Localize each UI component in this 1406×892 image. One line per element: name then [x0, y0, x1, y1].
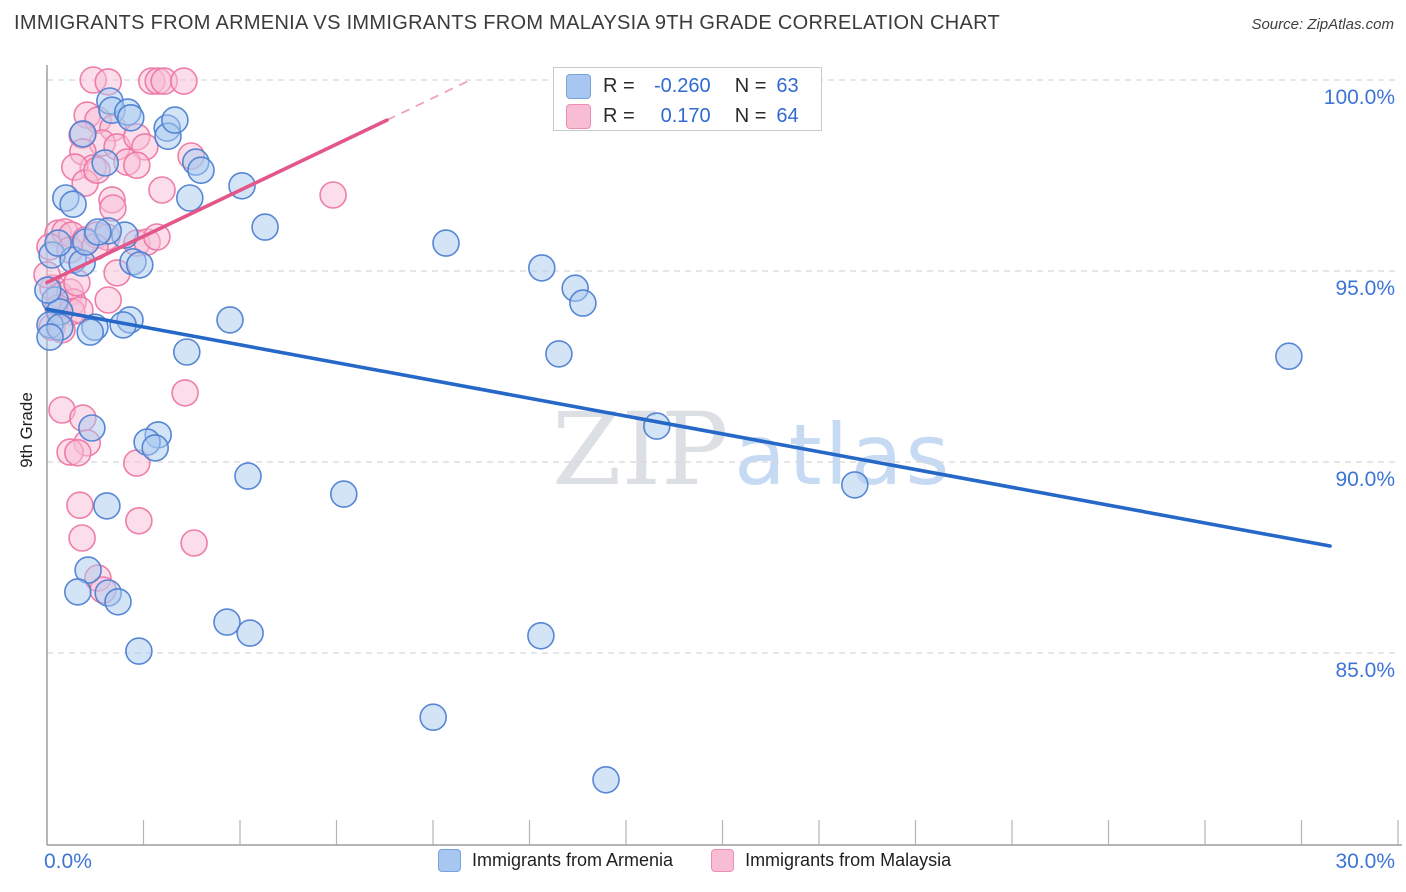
y-tick-95: 95.0% [1335, 277, 1395, 300]
bottom-legend: Immigrants from Armenia Immigrants from … [438, 849, 951, 872]
source-label: Source: ZipAtlas.com [1251, 16, 1394, 33]
data-point [104, 587, 132, 616]
data-point [126, 251, 154, 279]
data-point [143, 223, 171, 251]
data-point [236, 619, 264, 647]
data-point [569, 289, 597, 317]
x-tick-max: 30.0% [1335, 850, 1395, 873]
data-point [44, 229, 72, 257]
data-point [99, 194, 127, 222]
data-point [93, 492, 121, 520]
data-point [234, 462, 262, 490]
data-point [592, 765, 620, 794]
data-point [84, 218, 112, 246]
data-point [36, 323, 64, 351]
malaysia-swatch [711, 849, 735, 872]
armenia-swatch [438, 849, 461, 872]
malaysia-swatch [566, 104, 591, 129]
data-point [642, 412, 671, 440]
data-point [161, 106, 189, 134]
data-point [527, 254, 556, 282]
data-point [123, 151, 151, 179]
data-point [141, 434, 169, 462]
data-point [1275, 342, 1303, 371]
data-point [68, 524, 96, 552]
data-point [216, 306, 244, 334]
y-tick-85: 85.0% [1335, 659, 1395, 682]
trend-line [45, 118, 389, 285]
data-point [180, 529, 208, 557]
data-point [251, 213, 279, 241]
data-point [527, 621, 555, 650]
data-point [69, 120, 97, 148]
chart-title: IMMIGRANTS FROM ARMENIA VS IMMIGRANTS FR… [14, 12, 1001, 34]
data-point [213, 608, 241, 636]
y-axis-title: 9th Grade [17, 392, 36, 468]
data-point [91, 149, 119, 177]
data-point [64, 578, 92, 606]
armenia-swatch [566, 74, 591, 99]
y-tick-100: 100.0% [1323, 86, 1395, 109]
data-point [187, 156, 215, 184]
correlation-legend: R = -0.260 N = 63 R = 0.170 N = 64 [553, 67, 822, 131]
n-value-armenia: 63 [776, 75, 799, 97]
data-point [545, 340, 573, 368]
legend-row-armenia: R = -0.260 N = 63 [566, 73, 821, 100]
data-point [329, 480, 358, 508]
data-point [34, 276, 62, 304]
trend-line [45, 307, 1332, 548]
trend-line-extension [386, 79, 471, 121]
x-tick-min: 0.0% [44, 850, 92, 873]
data-point [176, 184, 204, 212]
r-value-malaysia: 0.170 [660, 105, 711, 127]
r-label: R = [603, 105, 635, 127]
data-point [117, 104, 145, 132]
r-label: R = [603, 75, 635, 97]
data-point [94, 286, 122, 314]
data-point [171, 379, 199, 407]
data-point [59, 190, 87, 218]
data-point [840, 471, 869, 499]
legend-row-malaysia: R = 0.170 N = 64 [566, 103, 821, 130]
data-point [319, 181, 347, 209]
data-point [66, 491, 94, 520]
data-point [78, 414, 106, 442]
data-point [76, 318, 104, 346]
y-tick-90: 90.0% [1335, 468, 1395, 491]
data-point [419, 703, 448, 732]
n-label: N = [734, 105, 767, 127]
n-label: N = [734, 75, 767, 97]
n-value-malaysia: 64 [776, 105, 799, 127]
data-point [170, 67, 198, 95]
data-point [148, 176, 176, 204]
data-point [64, 438, 92, 467]
data-point [125, 637, 153, 665]
r-value-armenia: -0.260 [653, 75, 711, 97]
data-point [173, 338, 201, 366]
malaysia-legend-label: Immigrants from Malaysia [745, 850, 952, 870]
armenia-legend-label: Immigrants from Armenia [472, 850, 674, 870]
data-point [125, 506, 153, 535]
data-point [432, 229, 460, 257]
